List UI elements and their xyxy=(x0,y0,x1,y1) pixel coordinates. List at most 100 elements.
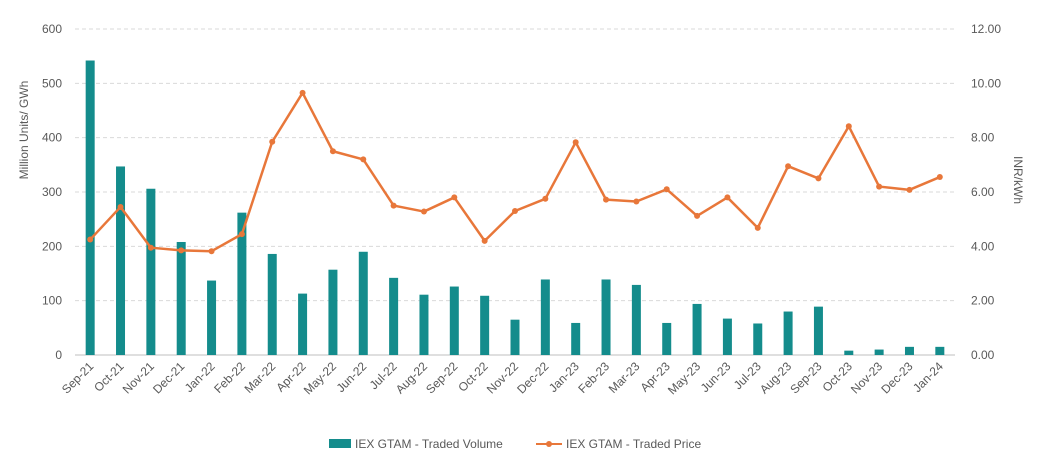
left-tick-label: 500 xyxy=(42,76,62,90)
price-point xyxy=(663,186,670,193)
volume-bar xyxy=(419,294,429,355)
price-point xyxy=(845,123,852,130)
x-tick-label: Mar-22 xyxy=(242,359,279,396)
volume-bar xyxy=(722,318,732,355)
price-point xyxy=(390,202,397,209)
price-point xyxy=(238,231,245,238)
x-tick-label: Feb-23 xyxy=(575,359,612,396)
right-axis-title: INR/kWh xyxy=(1011,156,1025,204)
price-point xyxy=(420,208,427,215)
price-point xyxy=(269,138,276,145)
x-tick-label: Nov-23 xyxy=(848,359,885,396)
volume-bars xyxy=(85,60,945,355)
x-tick-label: Nov-22 xyxy=(484,359,521,396)
price-point xyxy=(208,248,215,255)
volume-bar xyxy=(783,311,793,355)
x-tick-label: Dec-22 xyxy=(514,359,551,396)
volume-bar xyxy=(389,277,399,355)
volume-bar xyxy=(844,350,854,355)
x-tick-label: Sep-21 xyxy=(59,359,96,396)
volume-bar xyxy=(207,280,217,355)
price-point xyxy=(451,194,458,201)
x-axis-ticks: Sep-21Oct-21Nov-21Dec-21Jan-22Feb-22Mar-… xyxy=(59,359,946,397)
price-series-line xyxy=(89,91,941,253)
volume-bar xyxy=(753,323,763,355)
price-point xyxy=(360,156,367,163)
volume-bar xyxy=(146,188,156,355)
left-tick-label: 0 xyxy=(55,348,62,362)
volume-bar xyxy=(328,269,338,355)
price-point xyxy=(87,236,94,243)
volume-bar xyxy=(176,241,186,355)
left-tick-label: 400 xyxy=(42,131,62,145)
volume-bar xyxy=(904,346,914,355)
volume-bar xyxy=(358,251,368,355)
left-tick-label: 600 xyxy=(42,22,62,36)
volume-bar xyxy=(510,319,520,355)
volume-bar xyxy=(540,279,550,355)
price-point xyxy=(815,175,822,182)
x-tick-label: May-22 xyxy=(301,359,339,397)
right-axis-ticks: 0.00 2.00 4.00 6.00 8.00 10.00 12.00 xyxy=(971,22,1001,362)
right-tick-label: 6.00 xyxy=(971,185,995,199)
left-axis-ticks: 0 100 200 300 400 500 600 xyxy=(42,22,62,362)
volume-bar xyxy=(449,286,459,355)
price-point xyxy=(754,224,761,231)
price-point xyxy=(694,212,701,219)
x-tick-label: Jan-23 xyxy=(546,359,582,395)
legend-volume-swatch xyxy=(329,439,351,448)
legend-volume-label: IEX GTAM - Traded Volume xyxy=(355,437,503,451)
price-point xyxy=(724,194,731,201)
x-tick-label: Jun-23 xyxy=(698,359,734,395)
left-tick-label: 100 xyxy=(42,294,62,308)
price-point xyxy=(299,89,306,96)
price-point xyxy=(633,198,640,205)
x-tick-label: Aug-22 xyxy=(393,359,430,396)
volume-bar xyxy=(874,349,884,355)
volume-bar xyxy=(631,284,641,355)
x-tick-label: Dec-21 xyxy=(150,359,187,396)
x-tick-label: Dec-23 xyxy=(878,359,915,396)
x-tick-label: May-23 xyxy=(665,359,703,397)
legend-price-label: IEX GTAM - Traded Price xyxy=(566,437,701,451)
price-line xyxy=(87,89,943,255)
x-tick-label: Mar-23 xyxy=(606,359,643,396)
price-point xyxy=(936,174,943,181)
price-point xyxy=(329,148,336,155)
volume-bar xyxy=(662,322,672,355)
gridlines xyxy=(75,28,955,356)
volume-bar xyxy=(813,306,823,355)
right-tick-label: 2.00 xyxy=(971,294,995,308)
right-tick-label: 0.00 xyxy=(971,348,995,362)
legend: IEX GTAM - Traded Volume IEX GTAM - Trad… xyxy=(329,437,701,451)
x-tick-label: Jan-22 xyxy=(182,359,218,395)
volume-bar xyxy=(692,303,702,355)
volume-bar xyxy=(237,212,247,355)
x-tick-label: Jun-22 xyxy=(334,359,370,395)
volume-bar xyxy=(480,295,490,355)
left-tick-label: 200 xyxy=(42,239,62,253)
price-point xyxy=(906,186,913,193)
right-tick-label: 10.00 xyxy=(971,76,1001,90)
price-point xyxy=(117,203,124,210)
volume-bar xyxy=(571,322,581,355)
left-tick-label: 300 xyxy=(42,185,62,199)
price-point xyxy=(147,244,154,251)
volume-bar xyxy=(935,346,945,355)
price-point xyxy=(572,139,579,146)
price-point xyxy=(542,195,549,202)
x-tick-label: Jan-24 xyxy=(910,359,946,395)
legend-price-marker xyxy=(546,441,552,447)
volume-bar xyxy=(267,253,277,355)
x-tick-label: Feb-22 xyxy=(211,359,248,396)
volume-bar xyxy=(298,293,308,355)
price-point xyxy=(512,208,518,215)
volume-bar xyxy=(116,166,126,355)
x-tick-label: Nov-21 xyxy=(120,359,157,396)
price-point xyxy=(603,196,610,203)
price-point xyxy=(785,163,792,170)
x-tick-label: Sep-23 xyxy=(787,359,824,396)
volume-bar xyxy=(601,279,611,355)
